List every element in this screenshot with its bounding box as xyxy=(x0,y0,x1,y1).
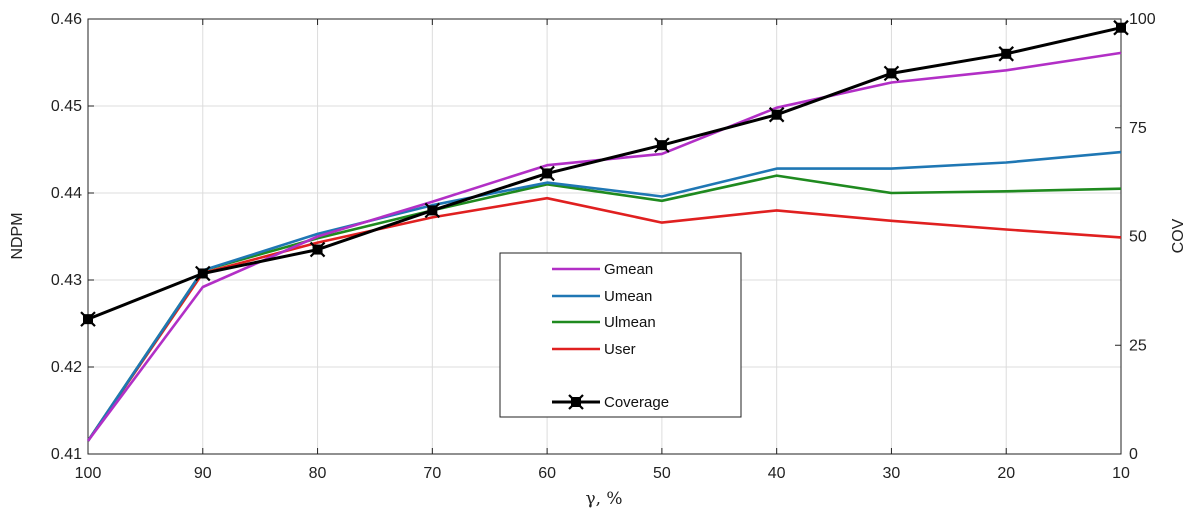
y-left-tick-label: 0.44 xyxy=(51,185,82,202)
y-left-tick-label: 0.45 xyxy=(51,98,82,115)
y-right-tick-label: 50 xyxy=(1129,229,1147,246)
series-group xyxy=(80,19,1129,442)
x-tick-label: 100 xyxy=(75,465,102,482)
data-point-cross-coverage xyxy=(194,265,211,282)
x-tick-label: 50 xyxy=(653,465,671,482)
data-point-cross-coverage xyxy=(539,165,555,182)
legend-label-umean: Umean xyxy=(604,288,652,305)
y-axis-right-label: COV xyxy=(1170,218,1187,253)
series-line-umean xyxy=(86,150,1122,442)
data-point-cross-coverage xyxy=(768,106,785,123)
data-point-cross-coverage xyxy=(998,46,1015,62)
x-tick-label: 40 xyxy=(768,465,786,482)
x-tick-label: 70 xyxy=(423,465,441,482)
y-left-tick-label: 0.42 xyxy=(51,359,82,376)
data-point-cross-coverage xyxy=(309,241,326,258)
data-point-cross-coverage xyxy=(80,311,96,327)
x-tick-label: 30 xyxy=(883,465,901,482)
legend-label-user: User xyxy=(604,341,636,358)
legend-label-ulmean: Ulmean xyxy=(604,314,656,331)
x-tick-label: 20 xyxy=(997,465,1015,482)
y-right-tick-label: 100 xyxy=(1129,11,1156,28)
x-tick-label: 10 xyxy=(1112,465,1130,482)
x-tick-label: 80 xyxy=(309,465,327,482)
x-tick-label: 60 xyxy=(538,465,556,482)
legend-box xyxy=(499,252,742,418)
series-line-coverage xyxy=(87,26,1122,321)
data-point-cross-coverage xyxy=(883,65,900,82)
x-axis: 100 90 80 70 60 50 40 30 20 10 xyxy=(75,19,1130,482)
legend-label-gmean: Gmean xyxy=(604,261,653,278)
y-axis-right: 0 25 50 75 100 xyxy=(1115,11,1156,463)
y-axis-left: 0.41 0.42 0.43 0.44 0.45 0.46 xyxy=(51,11,94,463)
y-right-tick-label: 0 xyxy=(1129,446,1138,463)
data-point-cross-coverage xyxy=(1113,19,1129,36)
y-left-tick-label: 0.41 xyxy=(51,446,82,463)
data-point-cross-coverage xyxy=(654,137,670,153)
x-axis-label: γ, % xyxy=(585,489,622,509)
legend-label-coverage: Coverage xyxy=(604,394,669,411)
data-point-cross-coverage xyxy=(424,202,441,219)
y-left-tick-label: 0.46 xyxy=(51,11,82,28)
series-line-user xyxy=(86,196,1122,442)
y-left-tick-label: 0.43 xyxy=(51,272,82,289)
y-right-tick-label: 75 xyxy=(1129,120,1147,137)
legend-marker-cross-coverage xyxy=(568,394,584,410)
series-line-ulmean xyxy=(86,174,1122,442)
y-axis-left-label: NDPM xyxy=(9,212,26,259)
y-right-tick-label: 25 xyxy=(1129,337,1147,354)
x-tick-label: 90 xyxy=(194,465,212,482)
legend: Gmean Umean Ulmean User Coverage xyxy=(499,252,742,418)
